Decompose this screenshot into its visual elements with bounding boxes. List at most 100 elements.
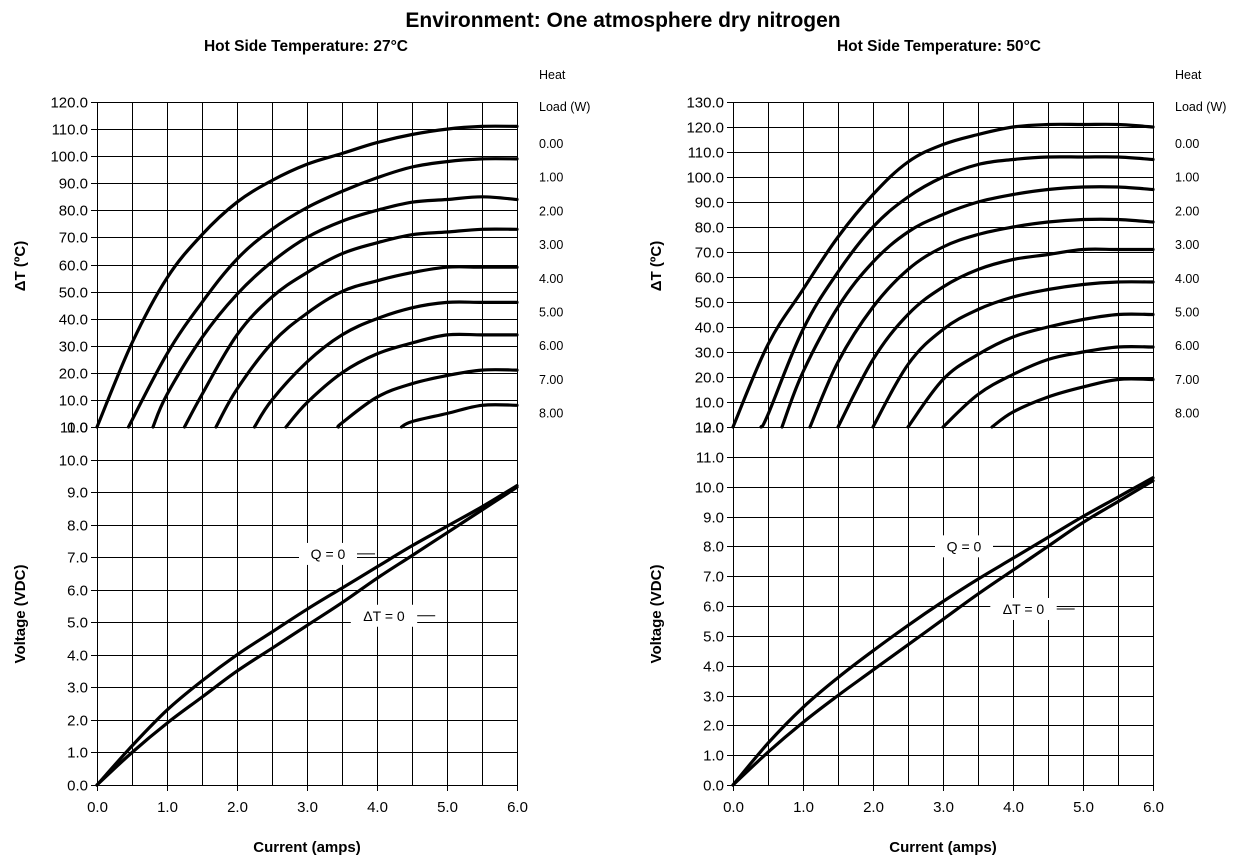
series-line (759, 155, 1155, 429)
legend-title-load-27c: Load (W) (539, 100, 590, 114)
series-line (284, 332, 519, 429)
legend-title-heat-27c: Heat (539, 68, 566, 82)
y-tick-label: 5.0 (67, 615, 88, 632)
series-line (95, 124, 519, 429)
y-tick-label: 40.0 (59, 312, 88, 329)
legend-entry: 5.00 (539, 306, 563, 320)
y-tick-label: 11.0 (696, 450, 724, 467)
y-tick-label: 12.0 (695, 420, 724, 437)
x-tick-label: 3.0 (933, 799, 954, 816)
legend-entry: 4.00 (539, 272, 563, 286)
y-tick-label: 100.0 (50, 149, 88, 166)
y-tick-label: 90.0 (59, 176, 88, 193)
y-tick-label: 6.0 (67, 583, 88, 600)
y-tick-label: 10.0 (695, 480, 724, 497)
y-tick-label: 60.0 (59, 258, 88, 275)
y-tick-label: 40.0 (695, 320, 724, 337)
legend-title-load-50c: Load (W) (1175, 100, 1226, 114)
y-axis-title-v-50c: Voltage (VDC) (648, 565, 665, 664)
x-tick-label: 4.0 (1003, 799, 1024, 816)
series-line (990, 377, 1155, 429)
y-tick-label: 3.0 (703, 689, 724, 706)
chart-title-50c: Hot Side Temperature: 50°C (837, 38, 1041, 55)
y-tick-label: 20.0 (695, 370, 724, 387)
series-line (871, 280, 1155, 429)
series-line (252, 300, 519, 429)
y-tick-label: 10.0 (59, 453, 88, 470)
series-line (182, 227, 519, 429)
legend-title-heat-50c: Heat (1175, 68, 1202, 82)
x-axis-title-right: Current (amps) (889, 839, 997, 856)
y-tick-label: 30.0 (59, 339, 88, 356)
plot-area-v-27c: 0.01.02.03.04.05.06.07.08.09.010.011.00.… (59, 420, 528, 817)
annotation-background (350, 604, 418, 627)
y-tick-label: 20.0 (59, 366, 88, 383)
y-tick-label: 11.0 (60, 420, 88, 437)
legend-entry: 7.00 (1175, 373, 1199, 387)
series-line (941, 345, 1155, 429)
y-tick-label: 10.0 (59, 393, 88, 410)
y-tick-label: 120.0 (686, 120, 724, 137)
y-tick-label: 0.0 (67, 420, 88, 437)
y-tick-label: 50.0 (695, 295, 724, 312)
y-tick-label: 50.0 (59, 285, 88, 302)
y-tick-label: 9.0 (67, 485, 88, 502)
legend-entry: 1.00 (539, 171, 563, 185)
x-tick-label: 2.0 (863, 799, 884, 816)
y-tick-label: 30.0 (695, 345, 724, 362)
y-tick-label: 8.0 (67, 518, 88, 535)
curve-annotation-label: Q = 0 (311, 546, 346, 562)
x-tick-label: 3.0 (297, 799, 318, 816)
legend-entry: 6.00 (1175, 339, 1199, 353)
y-tick-label: 1.0 (703, 748, 724, 765)
x-tick-label: 5.0 (1073, 799, 1094, 816)
series-line (906, 312, 1155, 429)
x-tick-label: 2.0 (227, 799, 248, 816)
y-tick-label: 1.0 (67, 745, 88, 762)
y-tick-label: 8.0 (703, 539, 724, 556)
annotation-background (935, 535, 993, 558)
y-tick-label: 4.0 (67, 648, 88, 665)
curve-annotation-label: ΔT = 0 (363, 608, 405, 624)
y-tick-label: 0.0 (67, 778, 88, 795)
series-line (836, 247, 1155, 429)
y-tick-label: 5.0 (703, 629, 724, 646)
y-tick-label: 110.0 (688, 145, 724, 162)
curve-annotation-label: ΔT = 0 (1003, 601, 1045, 617)
x-tick-label: 1.0 (157, 799, 178, 816)
series-line (126, 157, 519, 429)
x-tick-label: 0.0 (723, 799, 744, 816)
y-tick-label: 2.0 (703, 718, 724, 735)
series-line (399, 403, 519, 429)
plot-area-dt-50c: 0.0 10.0 20.0 30.0 40.0 50.0 60.0 70.0 80.0 90.0 1… (686, 95, 1199, 437)
x-tick-label: 0.0 (87, 799, 108, 816)
y-tick-label: 60.0 (695, 270, 724, 287)
series-line (336, 368, 519, 429)
legend-entry: 1.00 (1175, 171, 1199, 185)
y-tick-label: 80.0 (695, 220, 724, 237)
y-axis-title-dt-27c: ΔT (ºC) (12, 241, 29, 291)
y-tick-label: 80.0 (59, 203, 88, 220)
legend-entry: 5.00 (1175, 306, 1199, 320)
series-line (214, 265, 519, 429)
series-line (95, 485, 519, 787)
legend-entry: 0.00 (1175, 137, 1199, 151)
series-line (780, 185, 1155, 429)
y-axis-title-dt-50c: ΔT (ºC) (648, 241, 665, 291)
series-line (731, 479, 1155, 787)
series-line (731, 476, 1155, 787)
legend-entry: 6.00 (539, 339, 563, 353)
curve-annotation-label: Q = 0 (947, 538, 982, 554)
y-tick-label: 90.0 (695, 195, 724, 212)
series-line (731, 122, 1155, 429)
y-tick-label: 9.0 (703, 510, 724, 527)
main-title: Environment: One atmosphere dry nitrogen (405, 9, 840, 32)
legend-entry: 8.00 (1175, 407, 1199, 421)
legend-entry: 4.00 (1175, 272, 1199, 286)
series-line (151, 195, 519, 429)
legend-entry: 3.00 (539, 238, 563, 252)
y-tick-label: 3.0 (67, 680, 88, 697)
legend-entry: 2.00 (539, 204, 563, 218)
